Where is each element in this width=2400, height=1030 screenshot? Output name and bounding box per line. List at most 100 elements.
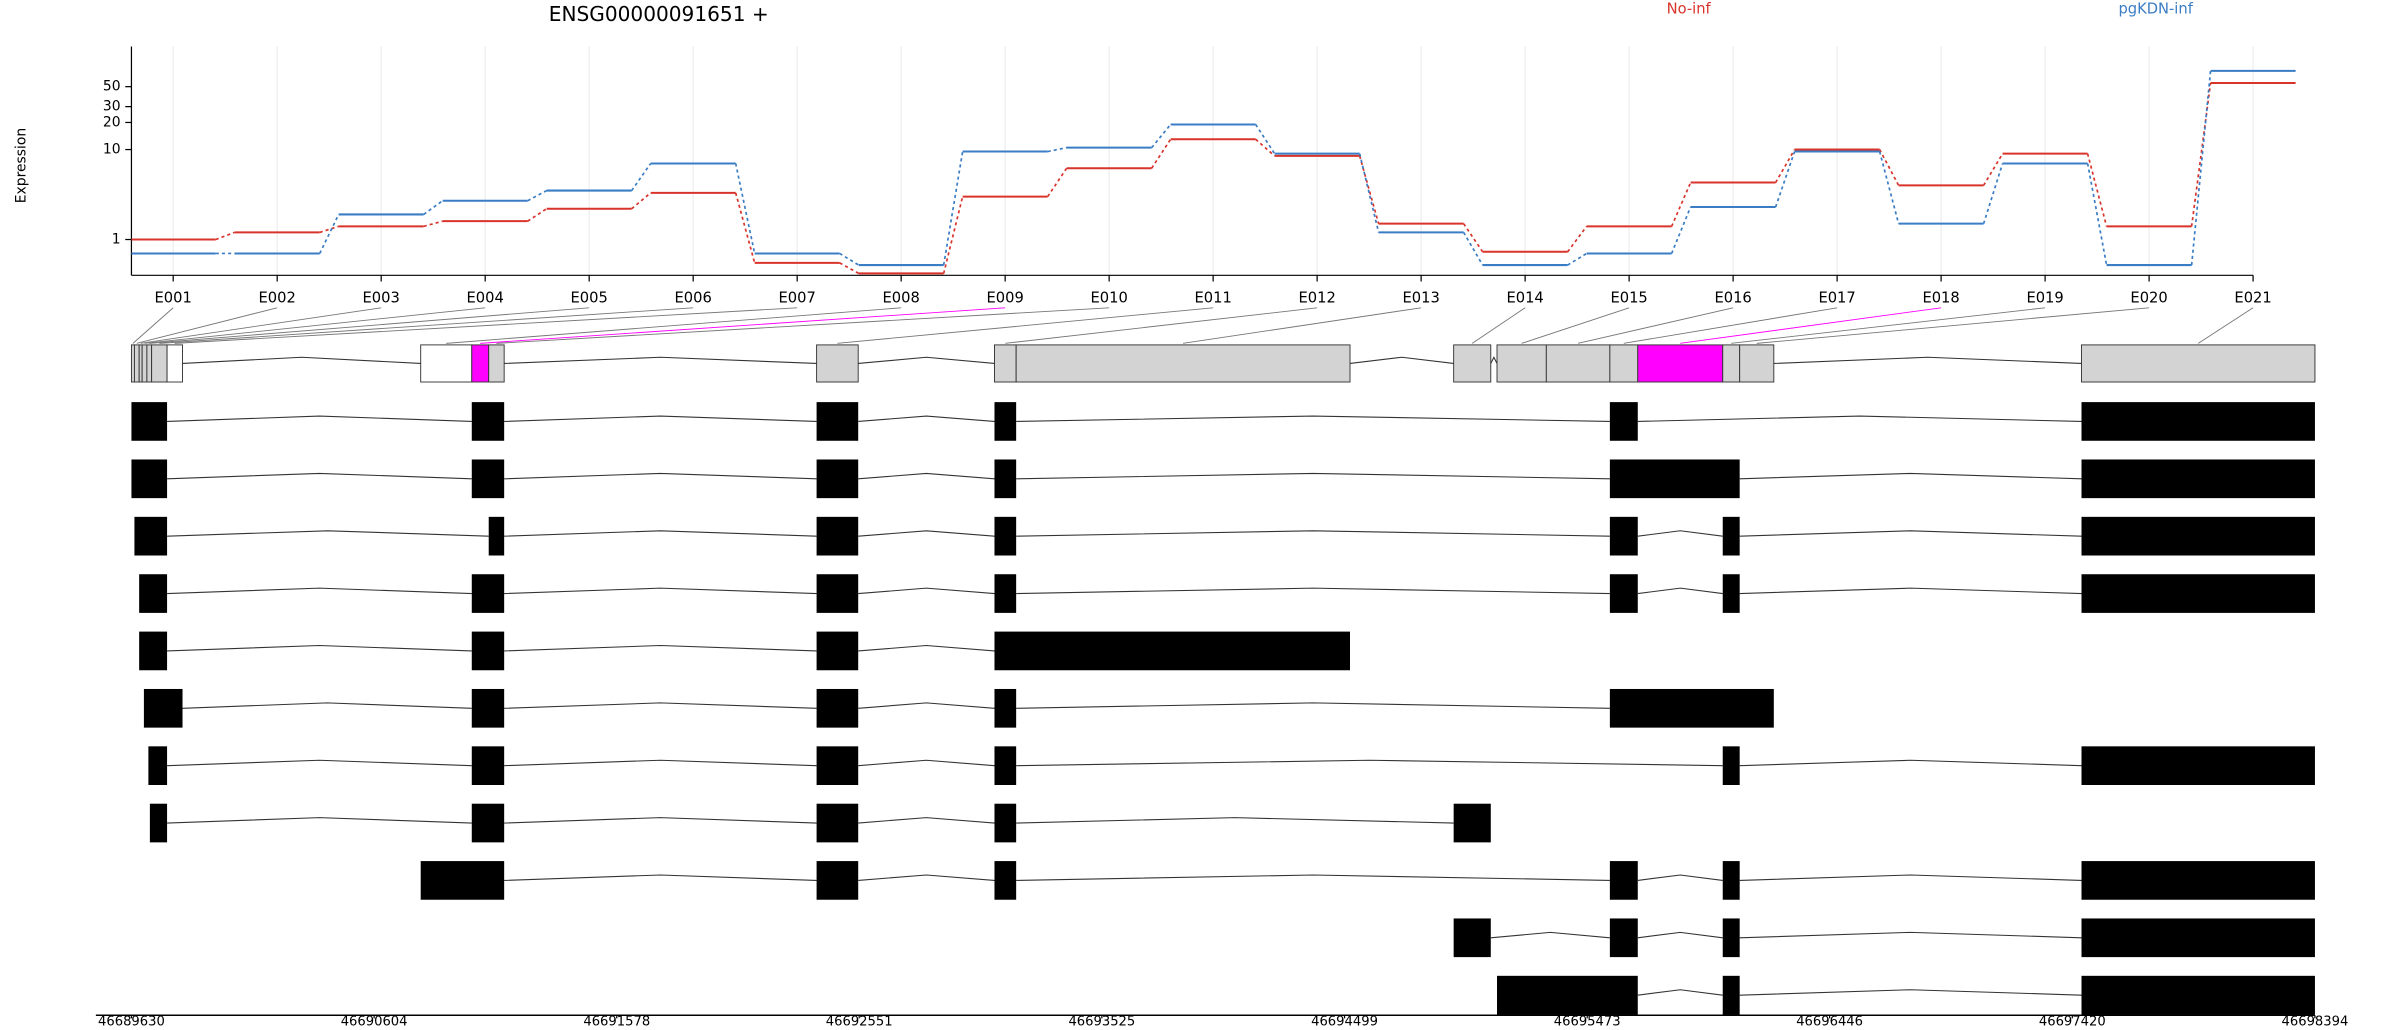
x-tick-label: E008: [882, 290, 919, 307]
bin-connector: [144, 307, 486, 344]
intron: [1739, 931, 2082, 939]
intron: [1016, 415, 1610, 422]
x-tick-label: E009: [986, 290, 1023, 307]
step-connector: [527, 189, 548, 202]
step-connector: [1254, 124, 1276, 155]
transcript-exon: [816, 746, 859, 785]
transcript-exon: [1722, 918, 1740, 958]
genomic-tick-label: 46695473: [1554, 1015, 1621, 1030]
intron: [1739, 472, 2082, 480]
step-connector: [1151, 123, 1172, 149]
transcript-exon: [1722, 975, 1740, 1015]
x-tick-label: E004: [467, 290, 504, 307]
genomic-tick-label: 46690604: [341, 1015, 408, 1030]
intron: [167, 415, 472, 422]
transcript-exon: [1609, 459, 1740, 499]
transcript-exon: [994, 746, 1017, 785]
transcript-exon: [816, 803, 859, 843]
step-connector: [318, 214, 340, 254]
exon-bin: [816, 344, 859, 383]
transcript-exon: [488, 516, 505, 556]
exon-bin: [1722, 344, 1741, 383]
transcript-exon: [1609, 574, 1638, 613]
step-connector: [839, 262, 860, 275]
x-tick-label: E017: [1818, 290, 1855, 307]
chart-title: ENSG00000091651 +: [549, 2, 769, 26]
transcript-exon: [1722, 861, 1740, 900]
transcript-exon: [1609, 402, 1638, 441]
transcript-exon: [2081, 975, 2315, 1015]
step-connector: [631, 192, 652, 210]
step-connector: [1670, 182, 1692, 227]
bin-connector: [149, 307, 590, 344]
transcript-exon: [134, 516, 168, 556]
transcript-exon: [471, 574, 505, 613]
exon-bin: [1015, 344, 1351, 383]
genomic-tick-label: 46689630: [98, 1015, 165, 1030]
bin-connector: [1521, 307, 1630, 344]
intron: [1016, 472, 1610, 480]
step-connector: [734, 163, 756, 254]
exon-bin: [488, 344, 505, 383]
intron: [858, 356, 995, 364]
exon-bin: [994, 344, 1017, 383]
step-connector: [319, 225, 339, 234]
intron: [858, 587, 995, 595]
step-connector: [2190, 82, 2212, 227]
transcript-exon: [143, 688, 183, 728]
transcript-exon: [816, 459, 859, 499]
transcript-exon: [994, 574, 1017, 613]
step-connector: [2086, 163, 2108, 266]
y-tick-label: 10: [103, 142, 121, 158]
intron: [858, 415, 995, 422]
intron: [1739, 874, 2082, 881]
step-connector: [1567, 252, 1588, 266]
x-tick-label: E016: [1714, 290, 1751, 307]
step-connector: [734, 192, 756, 264]
step-connector: [839, 252, 860, 266]
step-connector: [1150, 138, 1172, 169]
transcript-exon: [1609, 918, 1638, 958]
step-connector: [1878, 149, 1900, 186]
intron: [1637, 989, 1723, 996]
x-tick-label: E015: [1610, 290, 1647, 307]
transcript-exon: [2081, 861, 2315, 900]
bin-connector: [446, 307, 902, 344]
exon-bin: [133, 344, 140, 383]
intron: [1490, 356, 1498, 364]
x-tick-label: E020: [2130, 290, 2167, 307]
x-tick-label: E007: [779, 290, 816, 307]
transcript-exon: [1722, 746, 1740, 785]
intron: [858, 702, 995, 709]
intron: [504, 702, 817, 709]
step-connector: [1358, 155, 1380, 224]
transcript-exon: [471, 746, 505, 785]
bin-connector: [1183, 307, 1422, 344]
step-connector: [1774, 151, 1796, 208]
bin-connector: [159, 307, 694, 344]
transcript-exon: [139, 631, 168, 671]
x-tick-label: E021: [2234, 290, 2271, 307]
transcript-exon: [816, 402, 859, 441]
intron: [504, 759, 817, 767]
step-connector: [1255, 138, 1276, 157]
transcript-exon: [1722, 574, 1740, 613]
step-connector: [527, 207, 548, 222]
intron: [1637, 587, 1723, 595]
transcript-exon: [471, 459, 505, 499]
intron: [858, 644, 995, 652]
transcript-exon: [471, 688, 505, 728]
intron: [1637, 530, 1723, 537]
x-tick-label: E010: [1090, 290, 1127, 307]
exon-bin: [1739, 344, 1775, 383]
intron: [504, 644, 817, 652]
step-connector: [1878, 151, 1900, 224]
intron: [858, 759, 995, 767]
intron: [504, 874, 817, 881]
intron: [167, 644, 472, 652]
genomic-tick-label: 46696446: [1796, 1015, 1863, 1030]
intron: [504, 472, 817, 480]
x-tick-label: E003: [363, 290, 400, 307]
intron: [1739, 759, 2082, 767]
transcript-exon: [2081, 459, 2315, 499]
